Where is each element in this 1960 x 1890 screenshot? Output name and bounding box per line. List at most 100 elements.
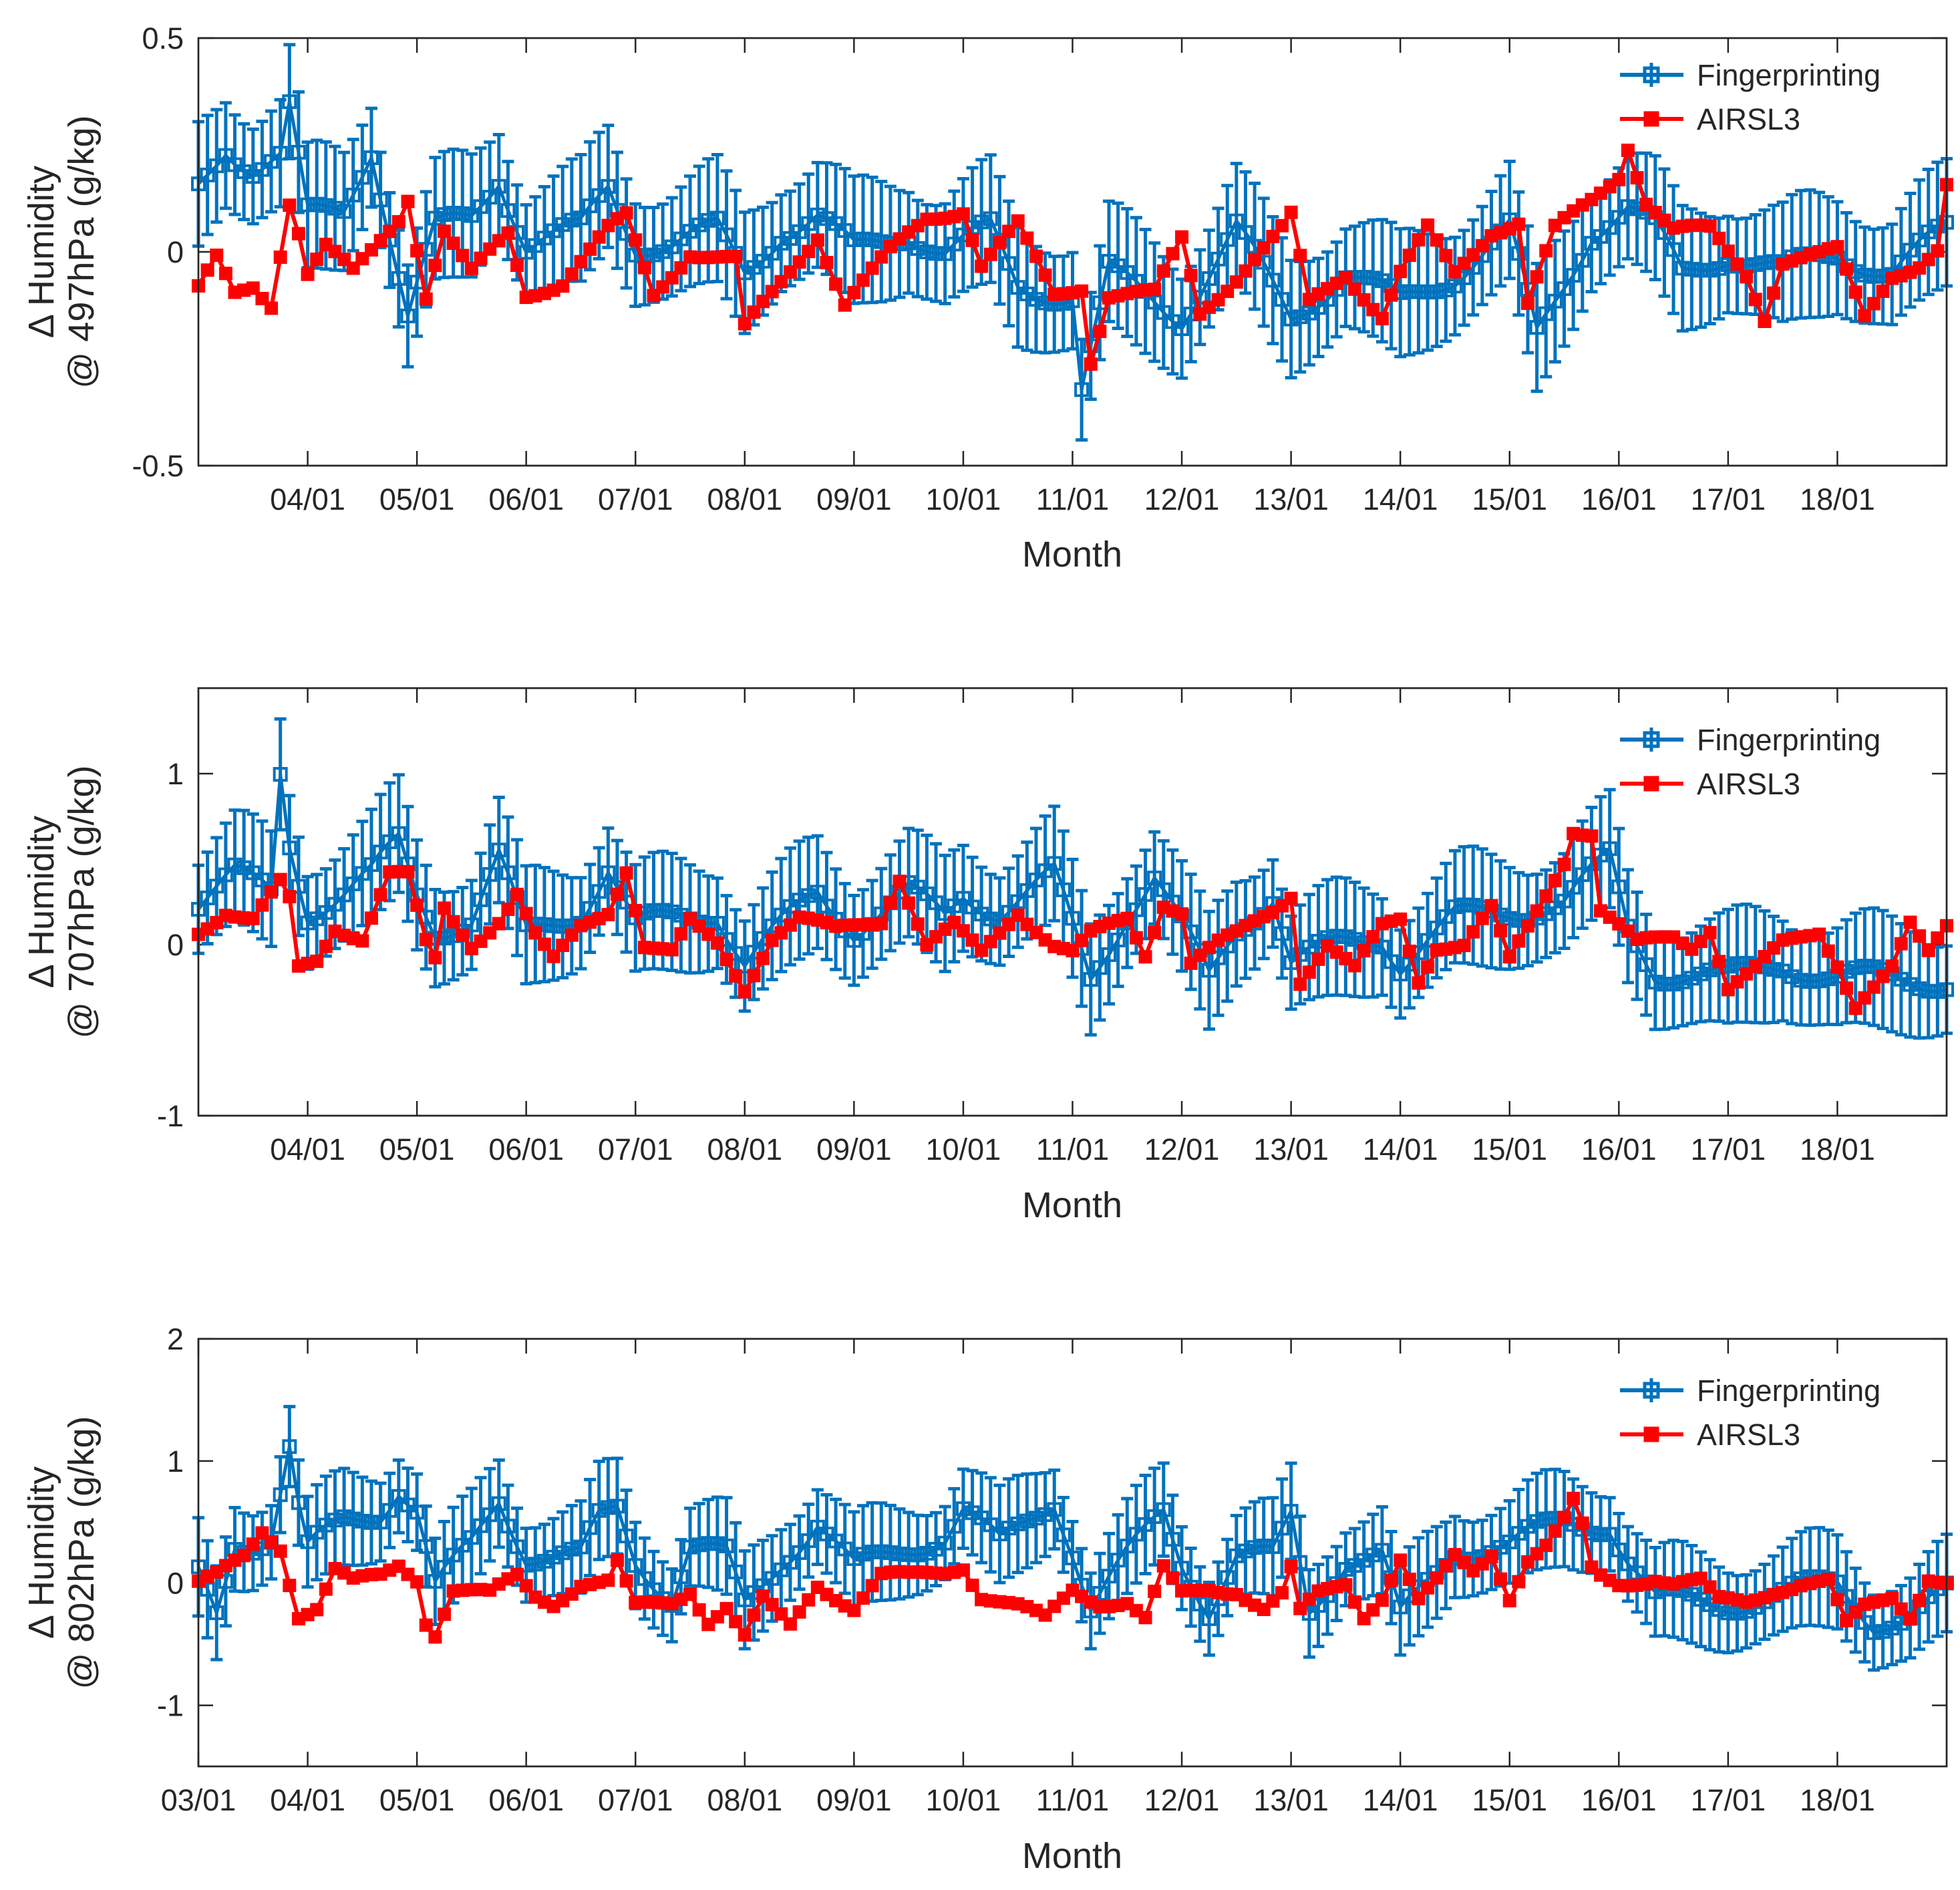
fingerprinting-point xyxy=(691,217,707,232)
airsl3-point xyxy=(410,898,424,912)
fingerprinting-point xyxy=(473,892,488,907)
fingerprinting-point xyxy=(1092,1585,1108,1601)
y-tick-label: -1 xyxy=(157,1689,184,1723)
airsl3-point xyxy=(1913,929,1927,943)
fingerprinting-point xyxy=(929,895,944,911)
fingerprinting-point xyxy=(473,199,488,214)
airsl3-point xyxy=(874,250,888,264)
fingerprinting-point xyxy=(273,146,288,161)
fingerprinting-point xyxy=(482,1507,498,1523)
airsl3-point xyxy=(1539,889,1553,903)
airsl3-point xyxy=(1758,314,1772,328)
x-tick-label: 13/01 xyxy=(1253,1132,1329,1166)
fingerprinting-point xyxy=(782,1555,798,1570)
fingerprinting-point xyxy=(1693,966,1708,981)
y-tick-label: 0 xyxy=(167,235,184,269)
airsl3-point xyxy=(492,917,506,931)
fingerprinting-point xyxy=(1338,929,1353,945)
legend-airsl3-label: AIRSL3 xyxy=(1697,767,1800,801)
legend-airsl3-marker xyxy=(1643,111,1659,127)
airsl3-point xyxy=(255,898,269,912)
fingerprinting-point xyxy=(1001,256,1017,271)
airsl3-point xyxy=(1284,205,1298,219)
panel-middle: -1 0 1 04/01 05/01 06/01 07/01 08/01 09/01 10/01… xyxy=(21,687,1954,1225)
fingerprinting-point xyxy=(764,1571,780,1586)
fingerprinting-point xyxy=(218,148,233,163)
fingerprinting-point xyxy=(1019,883,1035,899)
fingerprinting-point xyxy=(1529,320,1544,335)
fingerprinting-point xyxy=(446,1547,461,1563)
legend-airsl3-label: AIRSL3 xyxy=(1697,1418,1800,1452)
fingerprinting-point xyxy=(664,904,679,919)
x-tick-label: 18/01 xyxy=(1800,482,1875,516)
airsl3-point xyxy=(1840,262,1854,276)
fingerprinting-point xyxy=(1647,975,1663,990)
airsl3-point xyxy=(1357,944,1371,958)
fingerprinting-point xyxy=(1639,957,1654,972)
fingerprinting-point xyxy=(1893,255,1909,270)
airsl3-point xyxy=(1339,271,1353,285)
fingerprinting-point xyxy=(591,1503,607,1518)
airsl3-point xyxy=(310,954,324,968)
airsl3-point xyxy=(1812,927,1826,941)
airsl3-point xyxy=(510,1567,524,1581)
airsl3-point xyxy=(310,253,324,267)
airsl3-point xyxy=(519,907,533,921)
fingerprinting-point xyxy=(1730,956,1745,971)
fingerprinting-point xyxy=(882,1545,898,1561)
fingerprinting-point xyxy=(1110,932,1126,947)
airsl3-point xyxy=(1384,1573,1398,1587)
fingerprinting-point xyxy=(1120,1539,1135,1554)
x-tick-label: 03/01 xyxy=(161,1783,236,1817)
airsl3-point xyxy=(883,896,897,910)
fingerprinting-point xyxy=(1466,897,1481,913)
fingerprinting-point xyxy=(318,198,333,213)
airsl3-point xyxy=(438,901,452,915)
fingerprinting-point xyxy=(591,188,607,203)
x-tick-label: 15/01 xyxy=(1472,1783,1547,1817)
fingerprinting-point xyxy=(446,206,461,221)
airsl3-point xyxy=(892,875,907,889)
fingerprinting-point xyxy=(709,1536,725,1551)
fingerprinting-point xyxy=(709,210,725,226)
airsl3-point xyxy=(1302,965,1316,979)
fingerprinting-point xyxy=(1620,1556,1635,1571)
airsl3-point xyxy=(1084,357,1098,371)
x-axis-label-bottom: Month xyxy=(1022,1836,1122,1876)
fingerprinting-point xyxy=(1283,311,1299,327)
x-tick-label: 05/01 xyxy=(379,1783,455,1817)
x-tick-label: 07/01 xyxy=(598,482,673,516)
fingerprinting-point xyxy=(1010,1517,1025,1532)
fingerprinting-point xyxy=(1174,321,1190,337)
fingerprinting-point xyxy=(355,170,370,185)
fingerprinting-point xyxy=(337,887,352,903)
airsl3-point xyxy=(592,230,606,244)
airsl3-point xyxy=(1257,241,1271,255)
fingerprinting-point xyxy=(318,905,333,920)
airsl3-point xyxy=(564,267,579,281)
fingerprinting-point xyxy=(1293,309,1308,325)
airsl3-point xyxy=(983,247,997,261)
fingerprinting-point xyxy=(1930,218,1945,234)
y-axis-label-middle-line2: @ 707hPa (g/kg) xyxy=(61,765,102,1038)
fingerprinting-point xyxy=(801,888,816,903)
airsl3-point xyxy=(1885,959,1899,973)
airsl3-point xyxy=(765,285,779,299)
airsl3-point xyxy=(1275,1586,1289,1600)
airsl3-point xyxy=(1156,264,1170,278)
fingerprinting-point xyxy=(500,1519,516,1534)
fingerprinting-point xyxy=(609,1499,625,1514)
airsl3-point xyxy=(1394,912,1408,926)
y-axis-label-top-line1: Δ Humidity xyxy=(21,166,61,338)
airsl3-point xyxy=(1512,217,1526,231)
fingerprinting-line xyxy=(196,1444,1948,1635)
fingerprinting-point xyxy=(846,232,862,247)
fingerprinting-point xyxy=(756,253,771,269)
fingerprinting-point xyxy=(1356,269,1371,285)
airsl3-point xyxy=(1484,1549,1498,1563)
fingerprinting-point xyxy=(1210,251,1226,267)
airsl3-point xyxy=(510,259,524,273)
airsl3-point xyxy=(975,259,989,273)
fingerprinting-point xyxy=(1329,929,1344,944)
fingerprinting-point xyxy=(363,857,379,873)
